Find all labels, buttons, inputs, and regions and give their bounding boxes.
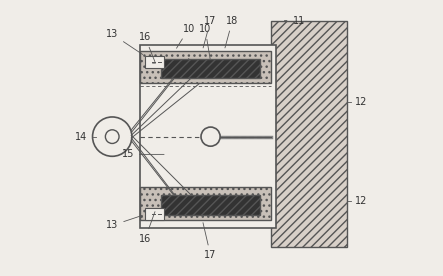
Text: 17: 17 [203,223,217,261]
Text: 16: 16 [139,32,155,62]
Bar [140,51,271,83]
Text: 15: 15 [122,149,164,160]
Text: 11: 11 [284,15,305,25]
Text: 17: 17 [203,15,217,48]
Text: 10: 10 [199,24,211,59]
Text: 16: 16 [139,212,155,244]
Text: 14: 14 [75,132,88,142]
Bar [140,187,271,220]
Text: 13: 13 [106,29,143,54]
Bar [145,208,164,220]
Bar [161,59,260,78]
Circle shape [105,130,119,144]
Circle shape [201,127,220,146]
Text: 18: 18 [225,15,238,48]
Bar [271,20,347,247]
Bar [161,195,260,214]
Text: 12: 12 [355,196,368,206]
Bar [140,45,276,228]
Text: 13: 13 [106,215,142,230]
Text: 10: 10 [176,24,195,48]
Circle shape [93,117,132,156]
Bar [145,56,164,68]
Text: 12: 12 [355,97,368,107]
